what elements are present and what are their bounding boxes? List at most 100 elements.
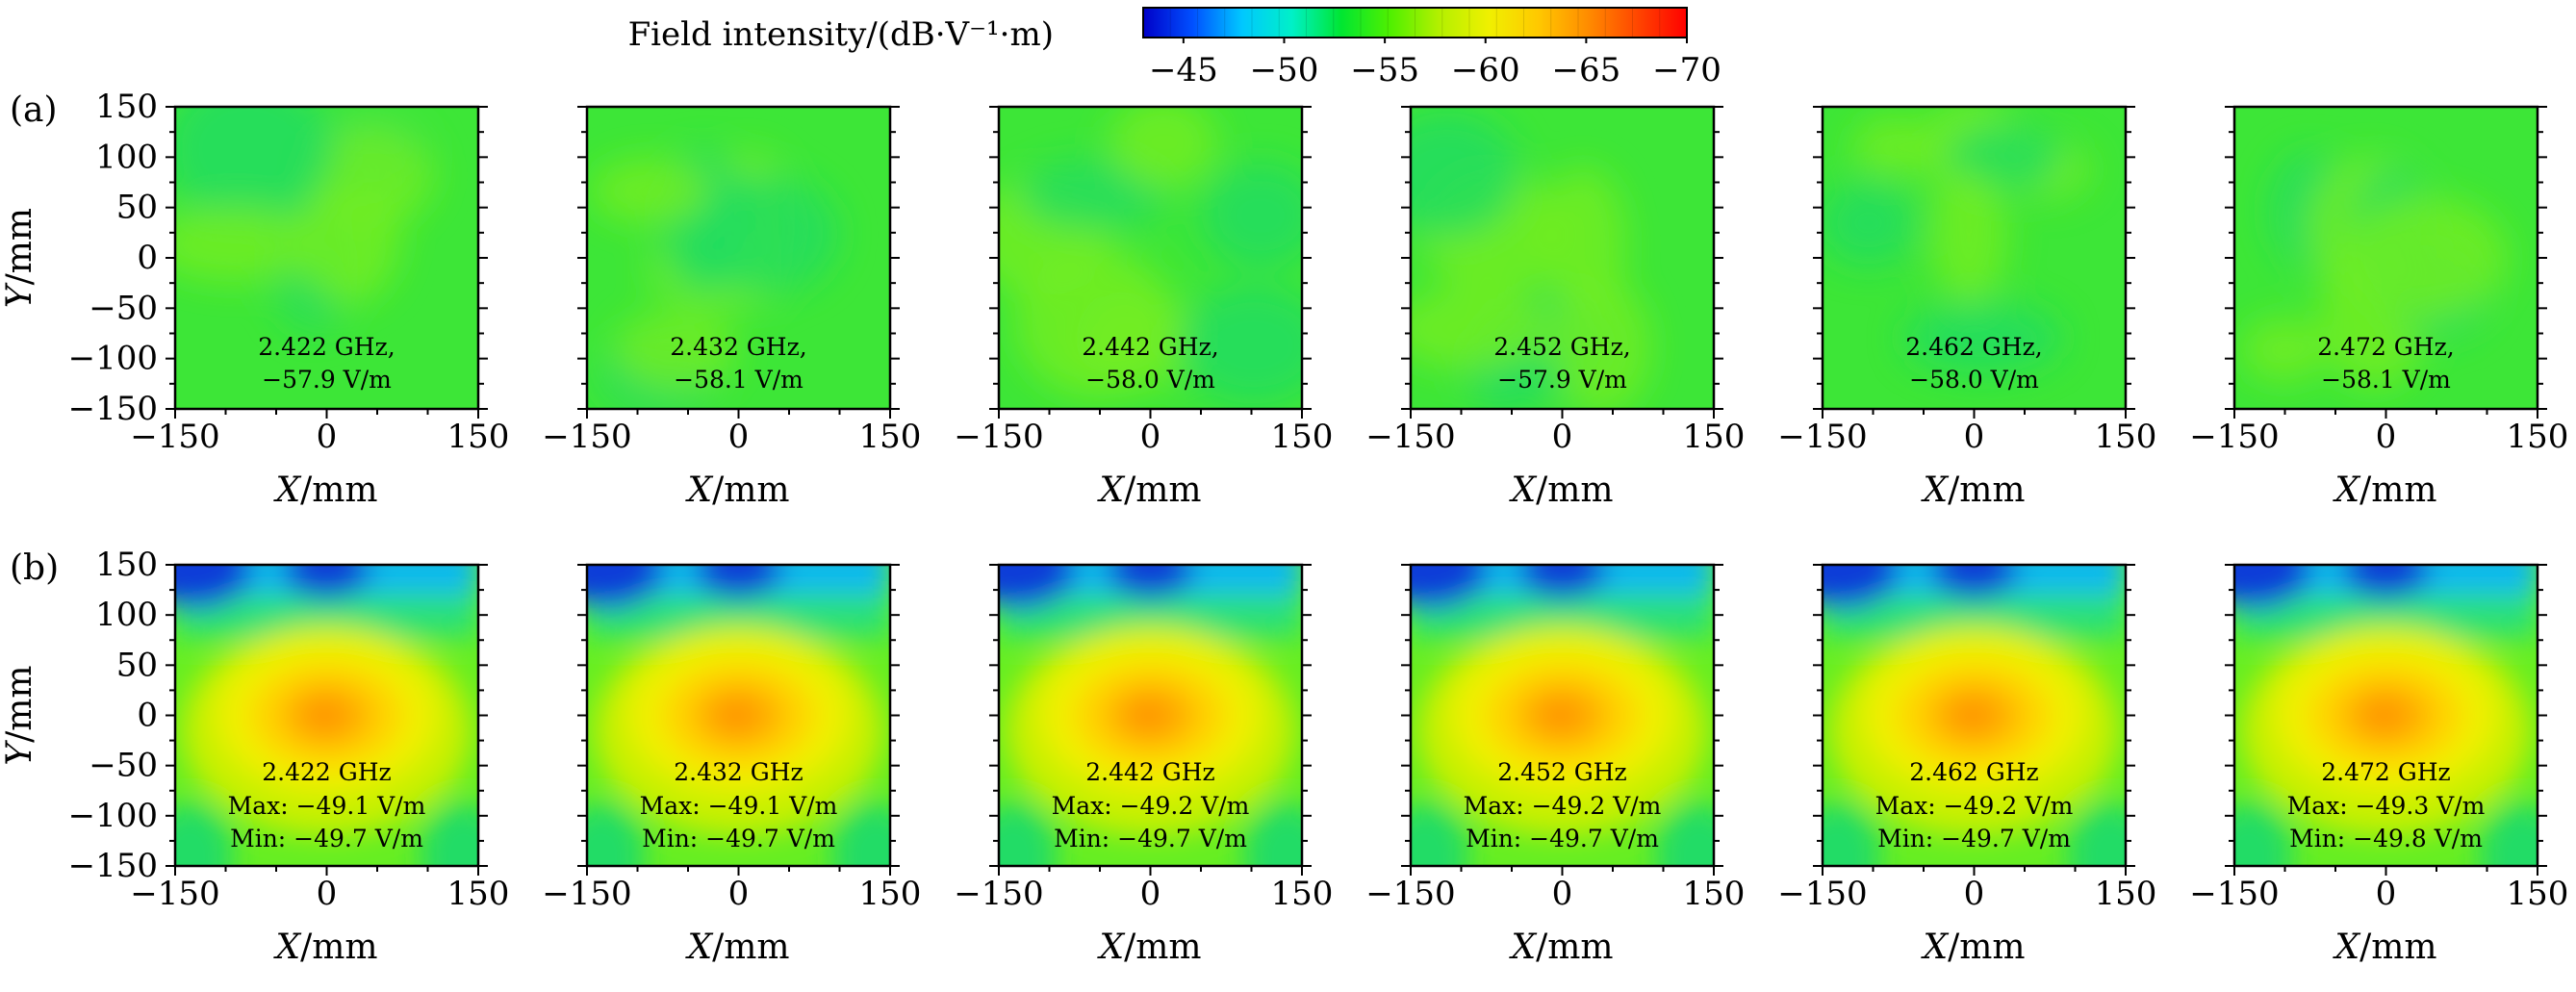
field-edge-variation	[1656, 803, 1714, 866]
x-tick-label: −150	[130, 418, 219, 456]
x-axis-label: X/mm	[2332, 471, 2436, 510]
x-tick-label: 0	[728, 418, 750, 456]
x-axis-label: X/mm	[1508, 471, 1613, 510]
colorbar-tick-label: −70	[1652, 51, 1722, 89]
field-variation	[1014, 246, 1175, 398]
field-edge-variation	[2480, 803, 2538, 866]
colorbar-frame	[1142, 7, 1688, 38]
y-axis-label: Y/mm	[0, 208, 39, 308]
field-top-minimum	[1107, 565, 1194, 598]
x-tick-label: −150	[1777, 418, 1867, 456]
heatmap-panel: −150 0 150 X/mm 2.442 GHz, −58.0 V/m	[954, 105, 1333, 510]
panel-frequency: 2.442 GHz,	[1082, 333, 1218, 361]
x-tick-label: 0	[1140, 875, 1161, 913]
x-tick-label: 150	[2507, 875, 2569, 913]
heatmap-field	[999, 107, 1302, 409]
x-axis-label: X/mm	[272, 471, 377, 510]
field-variation	[1109, 107, 1218, 190]
panel-min: Min: −49.7 V/m	[642, 825, 835, 852]
field-variation	[1411, 112, 1519, 238]
field-top-minimum	[283, 565, 370, 598]
field-corner-minimum	[1823, 565, 1900, 608]
panel-min: Min: −49.7 V/m	[230, 825, 423, 852]
heatmap-field	[2234, 107, 2538, 409]
x-tick-label: −150	[1365, 418, 1455, 456]
field-edge-variation	[1244, 803, 1302, 866]
panel-max: Max: −49.2 V/m	[1464, 792, 1662, 820]
panel-frequency: 2.462 GHz	[1909, 758, 2038, 786]
heatmap-field	[1411, 107, 1714, 409]
x-tick-label: −150	[2189, 418, 2279, 456]
panel-frequency: 2.422 GHz,	[258, 333, 395, 361]
field-edge-variation	[175, 803, 233, 866]
panel-frequency: 2.422 GHz	[262, 758, 391, 786]
panel-max: Max: −49.2 V/m	[1052, 792, 1250, 820]
field-variation	[1179, 285, 1302, 405]
field-corner-minimum	[175, 565, 252, 608]
field-variation	[175, 206, 319, 283]
field-variation	[1201, 163, 1302, 268]
field-corner-minimum	[587, 565, 664, 608]
field-top-minimum	[2342, 565, 2430, 598]
panel-frequency: 2.462 GHz,	[1905, 333, 2042, 361]
field-corner-minimum	[2234, 565, 2311, 608]
heatmap-field	[587, 107, 890, 409]
y-tick-label: −50	[89, 289, 158, 327]
panel-frequency: 2.442 GHz	[1085, 758, 1214, 786]
x-tick-label: 150	[859, 418, 922, 456]
y-tick-label: −150	[68, 847, 158, 885]
y-tick-label: 150	[95, 88, 158, 126]
panel-max: Max: −49.2 V/m	[1875, 792, 2074, 820]
field-variation	[614, 310, 737, 392]
colorbar-tick-label: −50	[1250, 51, 1319, 89]
x-axis-label: X/mm	[1920, 471, 2025, 510]
x-axis-label: X/mm	[1508, 928, 1613, 967]
field-edge-variation	[2068, 803, 2126, 866]
field-variation	[2240, 318, 2327, 383]
field-top-minimum	[1518, 565, 1606, 598]
row-label: (b)	[10, 548, 59, 588]
field-edge-variation	[1823, 803, 1880, 866]
x-tick-label: 150	[1683, 418, 1746, 456]
colorbar-title: Field intensity/(dB·V⁻¹·m)	[628, 15, 1054, 54]
heatmap-field	[175, 107, 478, 409]
y-tick-label: 100	[95, 138, 158, 176]
panel-value: −58.0 V/m	[1085, 366, 1215, 394]
x-tick-label: 0	[2376, 875, 2397, 913]
heatmap-panel: −150 0 150 X/mm 2.462 GHz, −58.0 V/m	[1777, 105, 2156, 510]
heatmap-field	[1823, 565, 2126, 866]
field-top-minimum	[695, 565, 782, 598]
field-edge-variation	[2234, 803, 2292, 866]
panel-min: Min: −49.7 V/m	[1466, 825, 1659, 852]
x-tick-label: 0	[1552, 875, 1573, 913]
panel-frequency: 2.472 GHz	[2321, 758, 2450, 786]
heatmap-field	[175, 565, 478, 866]
field-peak	[2362, 698, 2406, 733]
panel-value: −57.9 V/m	[1497, 366, 1627, 394]
panel-value: −58.1 V/m	[674, 366, 803, 394]
panel-min: Min: −49.8 V/m	[2289, 825, 2483, 852]
x-tick-label: −150	[2189, 875, 2279, 913]
x-axis-label: X/mm	[272, 928, 377, 967]
panel-frequency: 2.452 GHz	[1497, 758, 1626, 786]
field-peak	[1539, 698, 1582, 733]
y-tick-label: −50	[89, 747, 158, 785]
heatmap-panel: −150 0 150 X/mm 2.462 GHz Max: −49.2 V/m Min: …	[1777, 563, 2156, 967]
field-variation	[688, 173, 839, 294]
x-tick-label: 0	[728, 875, 750, 913]
x-tick-label: −150	[1777, 875, 1867, 913]
field-variation	[1903, 301, 2063, 374]
heatmap-panel: −150 0 150 X/mm 2.452 GHz, −57.9 V/m	[1365, 105, 1746, 510]
panel-frequency: 2.432 GHz	[674, 758, 803, 786]
field-edge-variation	[832, 803, 890, 866]
x-tick-label: 0	[1140, 418, 1161, 456]
field-variation	[302, 122, 434, 228]
x-tick-label: 0	[317, 875, 338, 913]
field-variation	[1823, 179, 1919, 267]
x-tick-label: 150	[1271, 875, 1334, 913]
y-tick-label: 0	[137, 697, 158, 735]
field-corner-minimum	[1411, 565, 1488, 608]
y-tick-label: 100	[95, 596, 158, 634]
row-b: (b) −150 0 150 X/mm 150 100 50 0 −50 −100 −150 Y/mm 2…	[0, 546, 2569, 967]
x-tick-label: 150	[447, 875, 510, 913]
